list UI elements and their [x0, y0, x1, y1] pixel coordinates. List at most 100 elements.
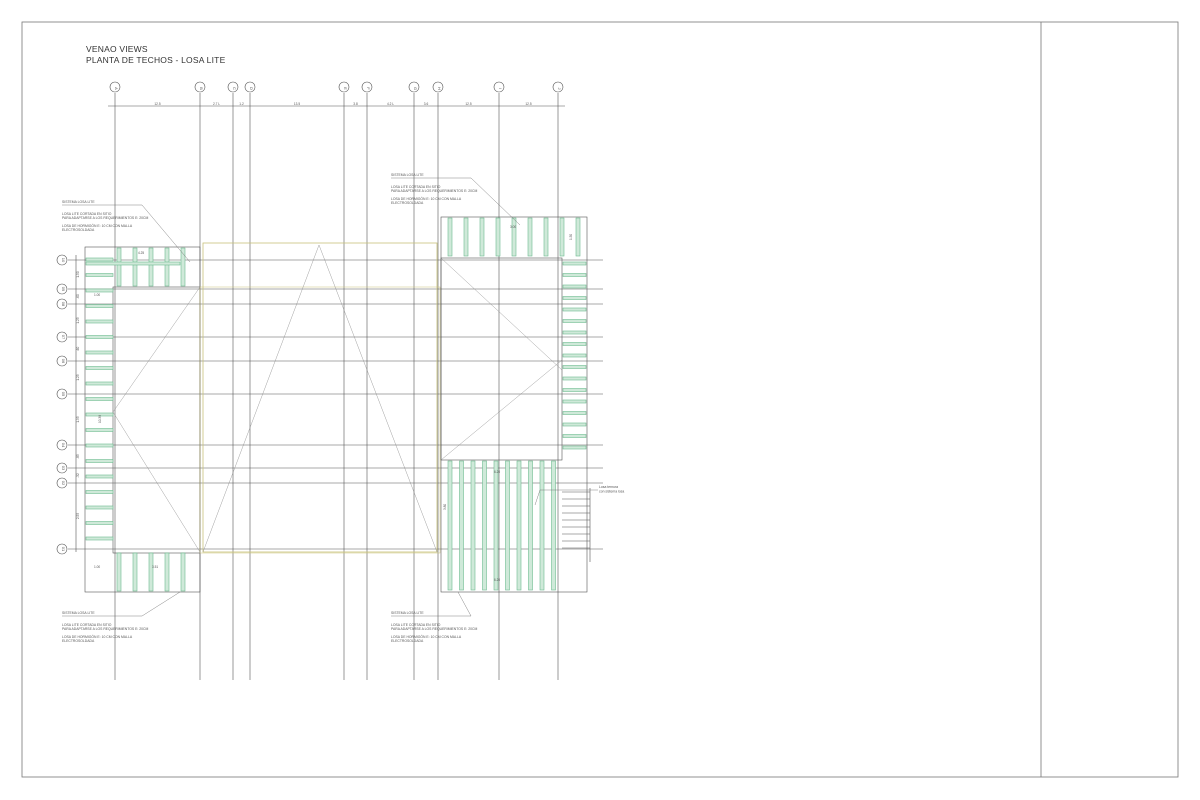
- ridge-line: [202, 244, 320, 553]
- annotation-text: LOSA DE HORMIGÓN E: 10 CM CON MALLA: [62, 634, 133, 639]
- left-dimension-label: 1.50: [76, 271, 80, 277]
- grid-bubble-J: [552, 81, 564, 93]
- grid-label-D: D: [249, 87, 254, 90]
- grid-label-C: C: [232, 87, 237, 90]
- bottom-right-rib: [516, 460, 522, 591]
- bottom-right-rib: [539, 460, 545, 591]
- annotation-text: LOSA DE HORMIGÓN E: 10 CM CON MALLA: [391, 634, 462, 639]
- stair-note-leader: [534, 489, 541, 506]
- bottom-left-rib: [180, 552, 186, 592]
- annotation-leader: [141, 204, 191, 263]
- left-rib: [85, 505, 114, 510]
- top-right-rib: [575, 217, 581, 257]
- bottom-right-rib: [528, 460, 533, 591]
- grid-bubble-row-05: [56, 388, 68, 400]
- dimension-label: 10.38: [98, 415, 102, 423]
- grid-bubble-C: [227, 81, 239, 93]
- top-dimension-label: 1.2: [239, 102, 244, 106]
- hip-line: [440, 257, 563, 371]
- left-rib: [85, 381, 114, 386]
- grid-row-label-08: 08: [61, 302, 66, 307]
- grid-bubble-row-03: [56, 462, 68, 474]
- annotation-leader: [457, 591, 472, 617]
- left-dimension-label: 1.25: [76, 317, 80, 323]
- right-wing-void: [440, 257, 563, 461]
- grid-bubble-F: [361, 81, 373, 93]
- top-dimension-label: 12.5: [465, 102, 471, 106]
- grid-bubble-row-04: [56, 439, 68, 451]
- central-roof-inner: [199, 286, 441, 554]
- grid-bubble-I: [493, 81, 505, 93]
- right-rib: [562, 353, 587, 358]
- right-rib: [562, 296, 587, 300]
- dimension-label: 3.80: [443, 504, 447, 510]
- grid-label-B: B: [199, 87, 204, 90]
- top-right-rib: [527, 217, 533, 257]
- right-rib: [562, 284, 587, 289]
- grid-label-I: I: [498, 88, 503, 89]
- top-dimension-label: 12.5: [525, 102, 531, 106]
- left-rib: [85, 366, 114, 370]
- top-left-rib: [116, 247, 122, 287]
- left-rib: [85, 474, 114, 479]
- right-rib: [562, 376, 587, 381]
- dimension-label: 1.00: [94, 565, 100, 569]
- top-left-rib: [180, 247, 186, 287]
- grid-label-F: F: [366, 87, 371, 90]
- annotation-text: PARA ADAPTARSE A LOS REQUERIMIENTOS E: 2…: [391, 189, 477, 193]
- top-left-rib: [148, 247, 154, 287]
- annotation-leader: [141, 591, 181, 617]
- dimension-label: 1.50: [569, 234, 573, 240]
- hip-line: [440, 359, 563, 461]
- top-left-rib: [85, 261, 181, 266]
- left-dimension-label: .60: [76, 347, 80, 352]
- annotation-text: ELECTROSOLDADA: [62, 228, 95, 232]
- bottom-right-rib: [459, 460, 464, 591]
- left-rib: [85, 443, 114, 448]
- bottom-left-rib: [164, 552, 170, 592]
- annotation-leader: [470, 177, 521, 226]
- annotation-text: LOSA LITE CORTADA EN SITIO: [62, 212, 112, 216]
- right-rib: [562, 307, 587, 312]
- top-right-rib: [447, 217, 453, 257]
- grid-bubble-H: [432, 81, 444, 93]
- right-rib: [562, 388, 587, 392]
- grid-bubble-row-08: [56, 298, 68, 310]
- central-roof-outline: [202, 242, 438, 553]
- annotation-text: ELECTROSOLDADA: [62, 639, 95, 643]
- right-rib: [562, 422, 587, 427]
- top-dimension-label: 3.6: [424, 102, 429, 106]
- left-rib: [85, 350, 114, 355]
- dimension-label: 4.25: [138, 251, 144, 255]
- grid-bubble-E: [338, 81, 350, 93]
- right-rib: [562, 330, 587, 335]
- project-name: VENAO VIEWS: [86, 44, 148, 54]
- right-rib: [562, 445, 587, 450]
- stair-note-text: con sistema losa: [599, 490, 624, 494]
- annotation-text: LOSA LITE CORTADA EN SITIO: [62, 623, 112, 627]
- bottom-right-rib: [551, 460, 556, 591]
- grid-row-label-09: 09: [61, 287, 66, 292]
- bottom-right-rib: [470, 460, 476, 591]
- top-right-rib: [463, 217, 469, 257]
- grid-label-J: J: [557, 88, 562, 90]
- grid-bubble-D: [244, 81, 256, 93]
- annotation-text: LOSA LITE CORTADA EN SITIO: [391, 185, 441, 189]
- left-rib: [85, 521, 114, 525]
- grid-row-label-03: 03: [61, 466, 66, 471]
- annotation-text: PARA ADAPTARSE A LOS REQUERIMIENTOS E: 2…: [391, 627, 477, 631]
- grid-bubble-A: [109, 81, 121, 93]
- dimension-label: 1.00: [94, 293, 100, 297]
- grid-label-H: H: [437, 87, 442, 90]
- dimension-label: 6.20: [494, 470, 500, 474]
- dimension-label: 6.20: [494, 578, 500, 582]
- top-left-rib: [164, 247, 170, 287]
- sheet-name: PLANTA DE TECHOS - LOSA LITE: [86, 55, 226, 65]
- dimension-label: 3.51: [152, 565, 158, 569]
- grid-row-label-07: 07: [61, 335, 66, 340]
- grid-bubble-row-07: [56, 331, 68, 343]
- ridge-line: [318, 244, 438, 553]
- bottom-right-rib: [482, 460, 487, 591]
- grid-label-E: E: [343, 87, 348, 90]
